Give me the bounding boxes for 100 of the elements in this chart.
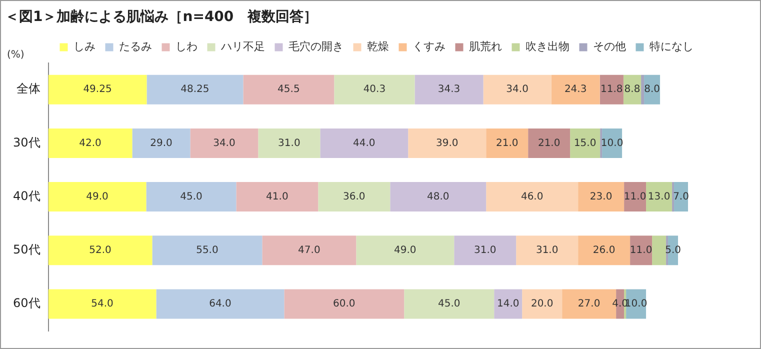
bar <box>236 182 318 212</box>
bar <box>334 74 415 104</box>
data-label: 24.3 <box>564 84 587 96</box>
bar <box>624 182 646 212</box>
legend-label: 乾燥 <box>366 40 389 54</box>
bar <box>156 289 284 319</box>
data-label: 14.0 <box>496 298 520 310</box>
bar <box>262 236 356 266</box>
bar <box>551 74 600 104</box>
legend-label: 吹き出物 <box>525 40 570 54</box>
data-label: 41.0 <box>266 191 288 202</box>
data-label: 8.8 <box>624 84 640 96</box>
text: (%) <box>7 49 24 60</box>
bar <box>528 128 570 158</box>
data-label: 45.5 <box>278 84 300 96</box>
data-label: 15.0 <box>574 138 596 149</box>
data-label: 55.0 <box>196 244 218 256</box>
data-label: 49.0 <box>86 191 108 202</box>
legend-label: くすみ <box>412 40 446 54</box>
bar <box>48 128 132 158</box>
data-label: 21.0 <box>496 138 518 149</box>
chart-title: ＜図1＞加齢による肌悩み［n=400 複数回答］ <box>5 8 318 26</box>
y-tick-label: 40代 <box>12 188 40 203</box>
data-label: 42.0 <box>79 138 102 149</box>
data-label: 36.0 <box>343 191 366 202</box>
bar <box>483 74 552 104</box>
bar <box>152 236 262 266</box>
bar <box>132 128 190 158</box>
data-label: 31.0 <box>278 138 300 149</box>
bar <box>390 182 486 212</box>
data-label: 48.25 <box>180 84 210 96</box>
bar <box>318 182 390 212</box>
bar <box>578 236 630 266</box>
bar <box>404 289 494 319</box>
data-label: 34.0 <box>213 138 236 149</box>
bar <box>570 128 600 158</box>
bar <box>284 289 404 319</box>
y-tick-label: 60代 <box>12 296 40 310</box>
bar <box>414 74 484 104</box>
bar <box>48 236 152 266</box>
bar <box>486 182 578 212</box>
bar <box>486 128 528 158</box>
data-label: 34.3 <box>438 84 460 96</box>
bar <box>630 236 652 266</box>
bar <box>146 74 244 104</box>
bar <box>48 74 147 104</box>
bar <box>48 289 156 319</box>
data-label: 44.0 <box>353 138 376 149</box>
data-label: 27.0 <box>578 298 600 310</box>
data-label: 26.0 <box>592 244 616 256</box>
y-tick-label: 30代 <box>12 135 40 150</box>
data-label: 64.0 <box>209 298 232 310</box>
legend-label: しわ <box>175 40 198 54</box>
data-label: 23.0 <box>590 191 612 202</box>
data-label: 49.25 <box>83 84 112 96</box>
bar <box>522 289 562 319</box>
legend-label: ハリ不足 <box>220 40 265 54</box>
bar <box>48 182 146 212</box>
data-label: 8.0 <box>644 84 660 96</box>
bar <box>516 236 578 266</box>
bar <box>652 236 666 266</box>
legend-label: しみ <box>73 40 96 54</box>
bar <box>646 182 672 212</box>
data-label: 31.0 <box>536 244 558 256</box>
data-label: 40.3 <box>363 84 386 96</box>
legend-label: 毛穴の開き <box>288 40 344 54</box>
data-label: 54.0 <box>91 298 114 310</box>
bar <box>258 128 320 158</box>
data-label: 11.8 <box>600 84 623 96</box>
y-tick-label: 全体 <box>16 82 40 96</box>
data-label: 39.0 <box>436 138 458 149</box>
bar <box>408 128 486 158</box>
bar <box>578 182 624 212</box>
data-label: 48.0 <box>426 191 450 202</box>
bar <box>320 128 408 158</box>
data-label: 13.0 <box>648 191 670 202</box>
legend-label: 特になし <box>649 40 694 54</box>
bar <box>146 182 236 212</box>
data-label: 21.0 <box>538 138 560 149</box>
legend-label: その他 <box>592 40 626 54</box>
y-tick-label: 50代 <box>12 242 40 257</box>
bar <box>243 74 334 104</box>
data-label: 34.0 <box>506 84 528 96</box>
data-label: 46.0 <box>520 191 544 202</box>
bar <box>494 289 522 319</box>
data-label: 20.0 <box>530 298 554 310</box>
data-label: 45.0 <box>438 298 460 310</box>
data-label: 29.0 <box>150 138 172 149</box>
data-label: 45.0 <box>180 191 202 202</box>
bar <box>190 128 258 158</box>
bar <box>641 74 644 104</box>
data-label: 52.0 <box>89 244 112 256</box>
legend-label: 肌荒れ <box>468 40 502 54</box>
data-label: 60.0 <box>333 298 356 310</box>
bar <box>454 236 516 266</box>
bar <box>356 236 454 266</box>
data-label: 31.0 <box>474 244 496 256</box>
data-label: 49.0 <box>394 244 416 256</box>
legend-label: たるみ <box>118 40 152 54</box>
data-label: 11.0 <box>624 191 646 202</box>
